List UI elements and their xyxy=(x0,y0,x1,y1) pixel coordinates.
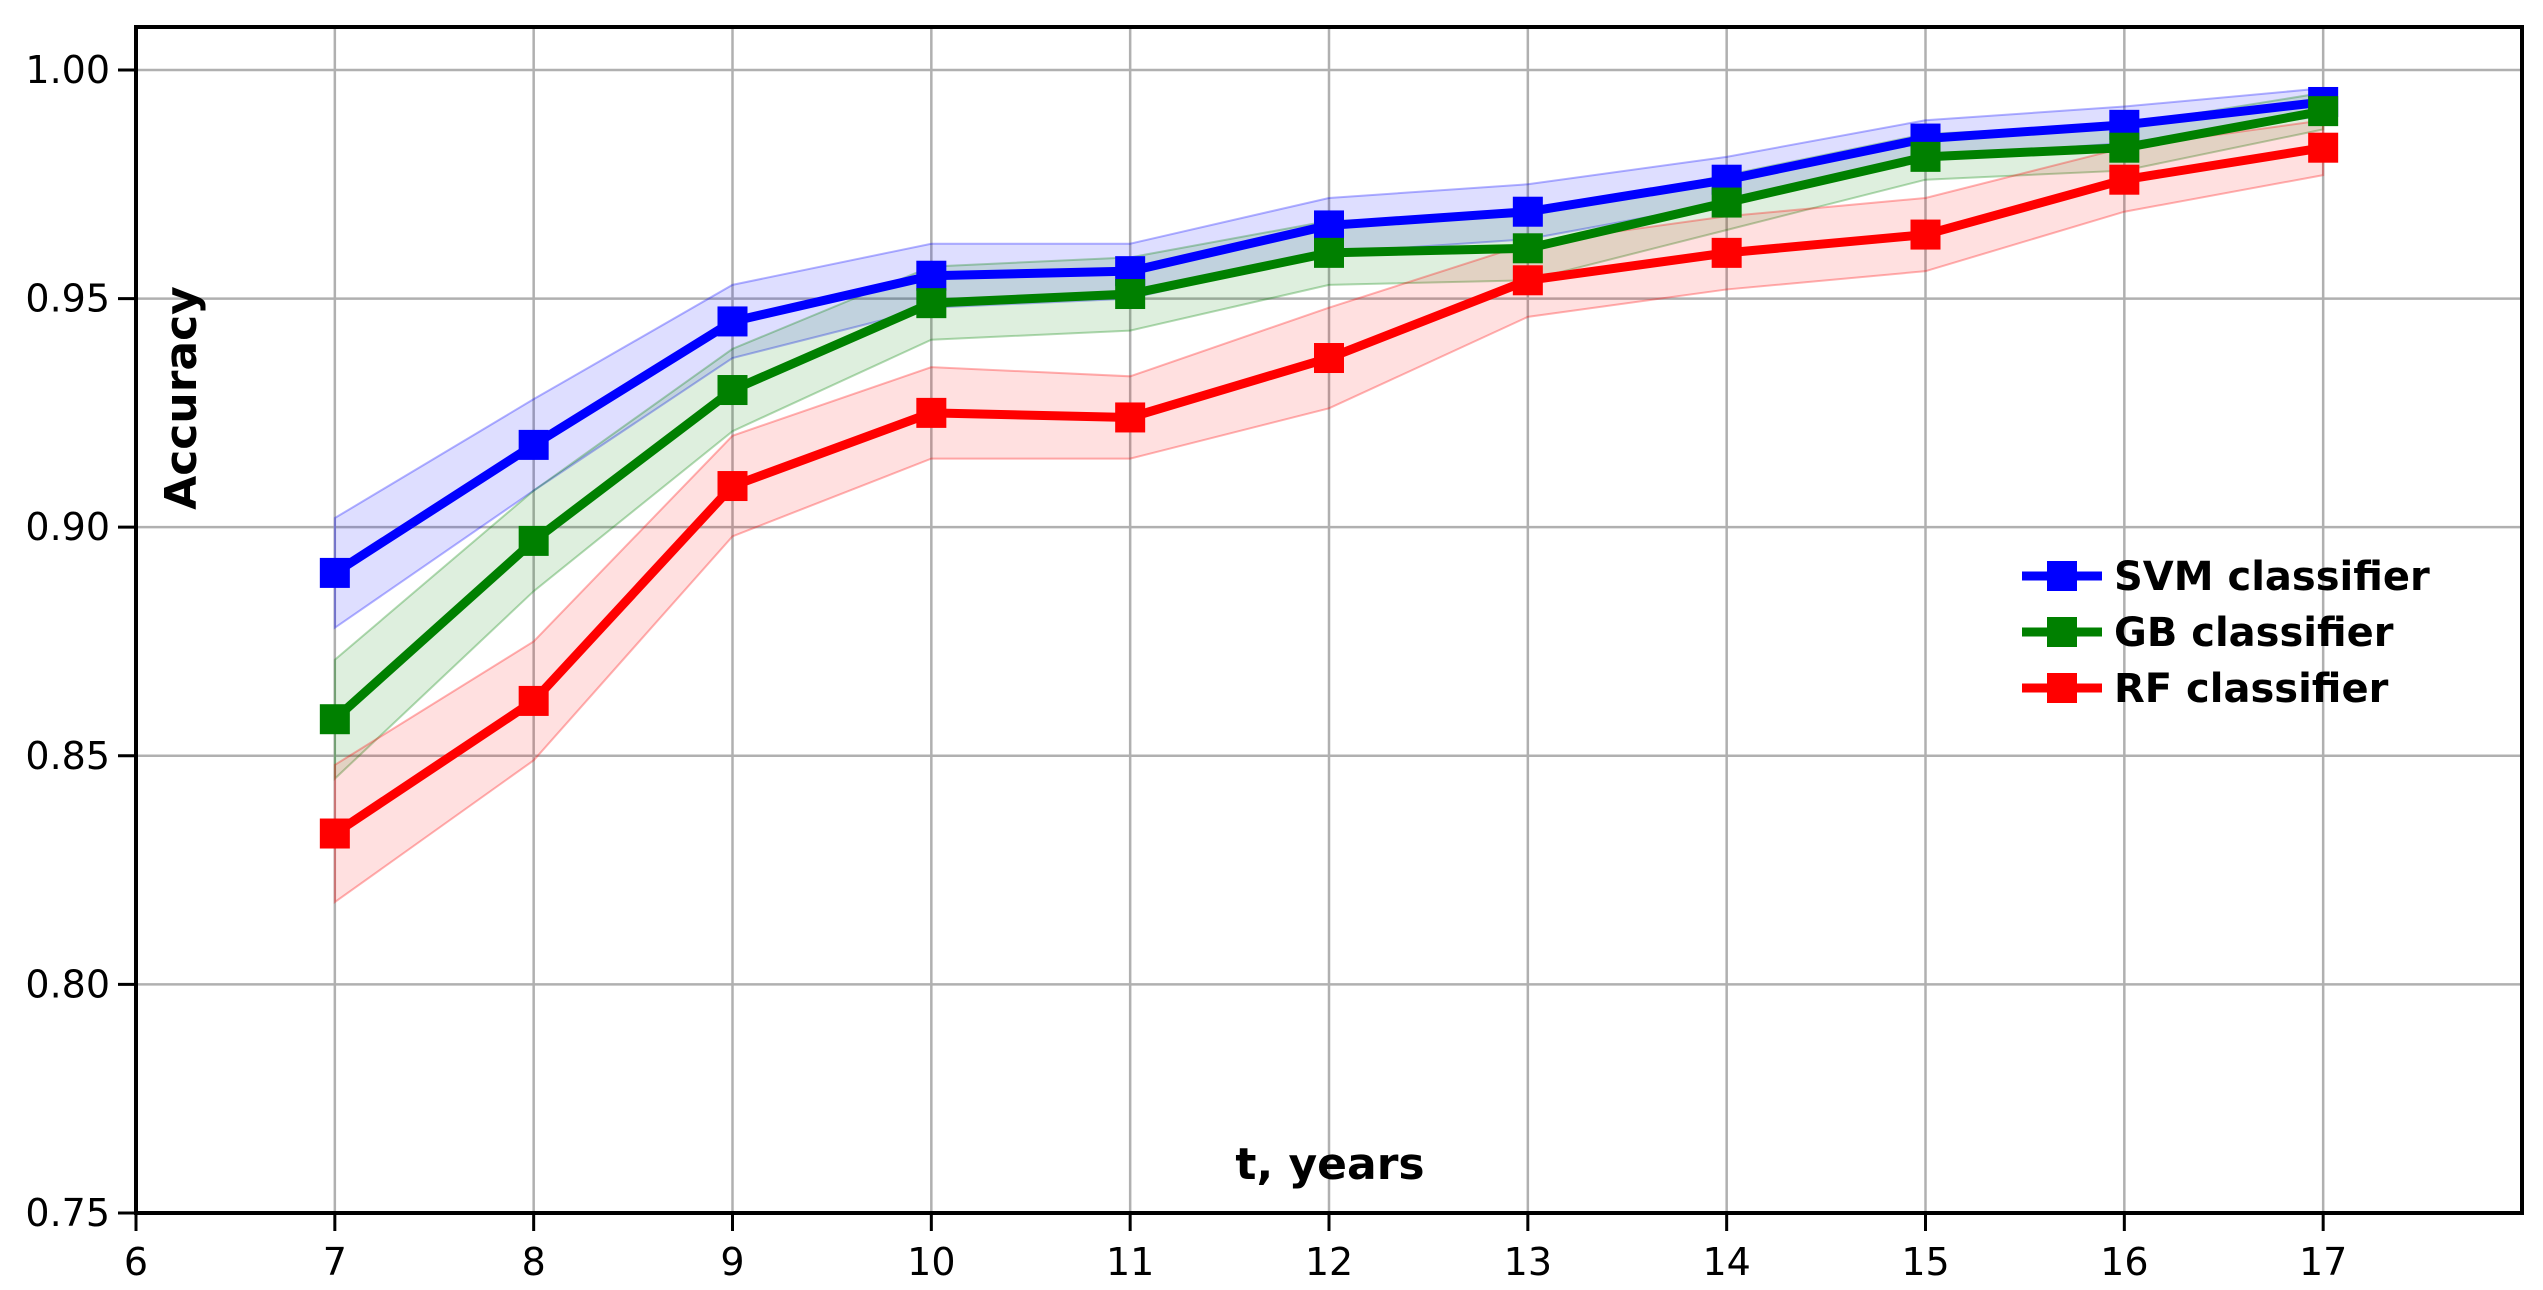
marker-gb-classifier-t16 xyxy=(2109,132,2140,163)
marker-svm-classifier-t9 xyxy=(717,306,748,337)
marker-rf-classifier-t14 xyxy=(1711,237,1742,268)
marker-svm-classifier-t12 xyxy=(1314,210,1344,241)
x-tick-label-12: 12 xyxy=(1305,1240,1353,1284)
legend-marker-icon xyxy=(2047,673,2077,703)
marker-gb-classifier-t14 xyxy=(1711,187,1742,218)
marker-rf-classifier-t8 xyxy=(518,685,549,716)
marker-rf-classifier-t16 xyxy=(2109,164,2140,195)
marker-svm-classifier-t7 xyxy=(319,557,350,588)
x-tick-label-7: 7 xyxy=(323,1240,347,1284)
marker-gb-classifier-t7 xyxy=(319,704,350,735)
marker-svm-classifier-t13 xyxy=(1512,196,1543,227)
marker-gb-classifier-t8 xyxy=(518,525,549,556)
legend-label-gb-classifier: GB classifier xyxy=(2114,610,2394,656)
marker-gb-classifier-t9 xyxy=(717,375,748,406)
legend-marker-icon xyxy=(2047,617,2077,647)
x-axis-label: t, years xyxy=(1235,1139,1424,1190)
x-tick-label-11: 11 xyxy=(1106,1240,1154,1284)
x-tick-label-14: 14 xyxy=(1702,1240,1750,1284)
marker-rf-classifier-t9 xyxy=(717,471,748,502)
y-tick-label-0.8: 0.80 xyxy=(25,962,110,1006)
x-tick-label-6: 6 xyxy=(124,1240,148,1284)
x-tick-label-13: 13 xyxy=(1504,1240,1552,1284)
y-tick-label-0.95: 0.95 xyxy=(25,277,110,321)
confidence-band-rf-classifier xyxy=(333,119,2325,905)
marker-gb-classifier-t15 xyxy=(1910,141,1941,172)
legend-item-svm-classifier: SVM classifier xyxy=(2022,554,2430,600)
legend-item-rf-classifier: RF classifier xyxy=(2022,666,2389,712)
x-tick-label-15: 15 xyxy=(1901,1240,1949,1284)
marker-rf-classifier-t13 xyxy=(1512,265,1543,296)
y-tick-label-1: 1.00 xyxy=(25,48,110,92)
legend-marker-icon xyxy=(2047,561,2077,591)
ticks xyxy=(118,68,2325,1231)
marker-rf-classifier-t11 xyxy=(1115,402,1146,433)
legend-item-gb-classifier: GB classifier xyxy=(2022,610,2394,656)
marker-gb-classifier-t11 xyxy=(1115,279,1146,310)
marker-gb-classifier-t10 xyxy=(916,288,947,319)
x-tick-label-9: 9 xyxy=(720,1240,744,1284)
legend-label-rf-classifier: RF classifier xyxy=(2114,666,2389,712)
legend-label-svm-classifier: SVM classifier xyxy=(2114,554,2430,600)
marker-rf-classifier-t15 xyxy=(1910,219,1941,250)
marker-rf-classifier-t12 xyxy=(1314,343,1344,374)
y-tick-label-0.85: 0.85 xyxy=(25,734,110,778)
x-tick-label-8: 8 xyxy=(522,1240,546,1284)
y-axis-label: Accuracy xyxy=(156,286,207,510)
marker-gb-classifier-t13 xyxy=(1512,233,1543,264)
y-tick-label-0.9: 0.90 xyxy=(25,505,110,549)
marker-gb-classifier-t17 xyxy=(2308,96,2339,127)
marker-svm-classifier-t8 xyxy=(518,429,549,460)
x-tick-label-16: 16 xyxy=(2100,1240,2148,1284)
marker-gb-classifier-t12 xyxy=(1314,237,1344,268)
x-tick-label-10: 10 xyxy=(907,1240,955,1284)
marker-rf-classifier-t17 xyxy=(2308,132,2339,163)
marker-svm-classifier-t10 xyxy=(916,260,947,291)
marker-rf-classifier-t10 xyxy=(916,397,947,428)
y-tick-label-0.75: 0.75 xyxy=(25,1191,110,1235)
legend: SVM classifier GB classifier RF classifier xyxy=(2022,554,2430,712)
marker-rf-classifier-t7 xyxy=(319,818,350,849)
x-tick-label-17: 17 xyxy=(2299,1240,2347,1284)
